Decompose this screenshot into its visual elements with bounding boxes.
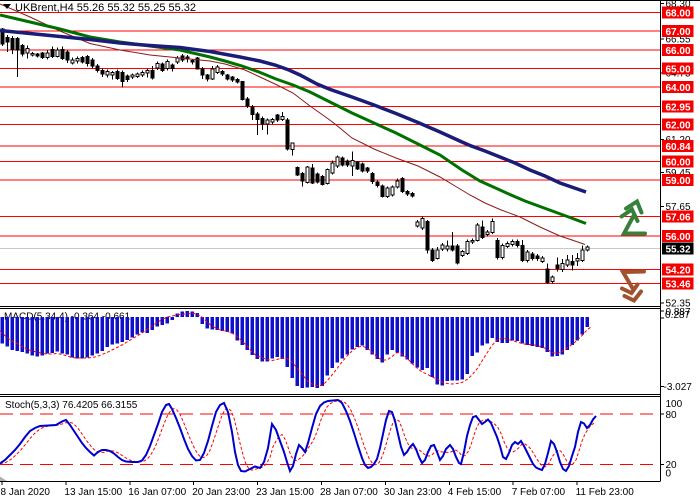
svg-text:57.65: 57.65: [666, 202, 691, 213]
svg-text:60.84: 60.84: [666, 142, 691, 153]
svg-text:64.00: 64.00: [666, 83, 691, 94]
svg-text:20: 20: [666, 460, 678, 471]
svg-text:28 Jan 07:00: 28 Jan 07:00: [320, 487, 378, 498]
svg-text:52.35: 52.35: [666, 299, 691, 310]
svg-text:66.00: 66.00: [666, 46, 691, 57]
svg-text:66.55: 66.55: [666, 35, 691, 46]
svg-text:59.45: 59.45: [666, 168, 691, 179]
svg-text:30 Jan 23:00: 30 Jan 23:00: [384, 487, 442, 498]
svg-text:Stoch(5,3,3) 76.4205 66.3155: Stoch(5,3,3) 76.4205 66.3155: [5, 400, 138, 411]
svg-text:68.30: 68.30: [666, 0, 691, 10]
svg-text:56.00: 56.00: [666, 232, 691, 243]
svg-text:57.06: 57.06: [666, 212, 691, 223]
svg-text:59.00: 59.00: [666, 176, 691, 187]
svg-text:-3.027: -3.027: [664, 382, 693, 393]
svg-text:54.20: 54.20: [666, 265, 691, 276]
svg-text:55.32: 55.32: [666, 244, 691, 255]
svg-text:4 Feb 15:00: 4 Feb 15:00: [448, 487, 502, 498]
svg-text:8 Jan 2020: 8 Jan 2020: [1, 487, 51, 498]
svg-text:7 Feb 07:00: 7 Feb 07:00: [512, 487, 566, 498]
svg-text:16 Jan 07:00: 16 Jan 07:00: [128, 487, 186, 498]
svg-text:100: 100: [666, 399, 683, 410]
svg-text:11 Feb 23:00: 11 Feb 23:00: [576, 487, 635, 498]
svg-text:0: 0: [666, 469, 672, 480]
svg-text:80: 80: [666, 410, 678, 421]
svg-text:65.00: 65.00: [666, 64, 691, 75]
svg-text:62.95: 62.95: [666, 102, 691, 113]
svg-text:20 Jan 23:00: 20 Jan 23:00: [192, 487, 250, 498]
svg-text:UKBrent,H4 55.26 55.32 55.25: UKBrent,H4 55.26 55.32 55.25 55.32: [15, 2, 196, 14]
svg-text:53.46: 53.46: [666, 279, 691, 290]
svg-text:62.00: 62.00: [666, 120, 691, 131]
svg-text:23 Jan 15:00: 23 Jan 15:00: [256, 487, 314, 498]
svg-text:60.00: 60.00: [666, 157, 691, 168]
svg-text:68.00: 68.00: [666, 8, 691, 19]
svg-text:0.287: 0.287: [665, 310, 690, 321]
svg-text:0.887: 0.887: [666, 307, 691, 318]
svg-text:13 Jan 15:00: 13 Jan 15:00: [64, 487, 122, 498]
svg-text:67.00: 67.00: [666, 27, 691, 38]
